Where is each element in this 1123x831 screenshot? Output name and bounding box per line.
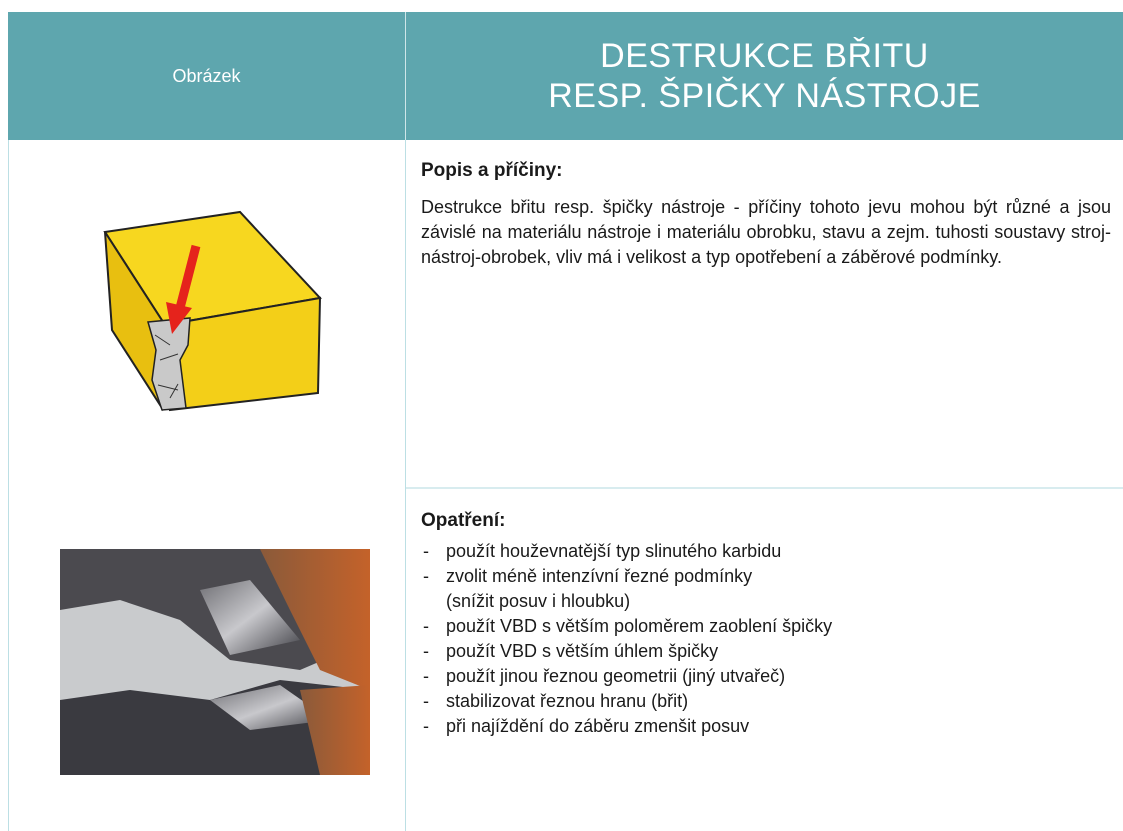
photo <box>60 549 370 775</box>
divider <box>406 487 1123 489</box>
list-item: použít houževnatější typ slinutého karbi… <box>421 539 1111 564</box>
list-item: stabilizovat řeznou hranu (břit) <box>421 689 1111 714</box>
section-heading: Popis a příčiny: <box>421 160 563 181</box>
list-item: použít VBD s větším poloměrem zaoblení š… <box>421 614 1111 639</box>
measures-section: Opatření: použít houževnatější typ slinu… <box>421 508 1111 739</box>
title-line: DESTRUKCE BŘITU <box>600 37 929 75</box>
title: DESTRUKCE BŘITU RESP. ŠPIČKY NÁSTROJE <box>406 12 1123 140</box>
title-line: RESP. ŠPIČKY NÁSTROJE <box>548 77 981 115</box>
section-heading: Opatření: <box>421 510 506 531</box>
list-item: použít jinou řeznou geometrii (jiný utva… <box>421 664 1111 689</box>
measures-list: použít houževnatější typ slinutého karbi… <box>421 539 1111 739</box>
illustrations <box>60 210 370 775</box>
description-section: Popis a příčiny: Destrukce břitu resp. š… <box>421 158 1111 270</box>
cube-drawing <box>103 210 322 412</box>
list-item: zvolit méně intenzívní řezné podmínky (s… <box>421 564 1111 614</box>
divider <box>405 140 406 831</box>
list-item: použít VBD s větším úhlem špičky <box>421 639 1111 664</box>
list-item: při najíždění do záběru zmenšit posuv <box>421 714 1111 739</box>
paragraph: Destrukce břitu resp. špičky nástroje - … <box>421 197 1111 267</box>
column-label: Obrázek <box>8 12 406 140</box>
header: Obrázek DESTRUKCE BŘITU RESP. ŠPIČKY NÁS… <box>8 12 1123 140</box>
divider <box>8 140 9 831</box>
